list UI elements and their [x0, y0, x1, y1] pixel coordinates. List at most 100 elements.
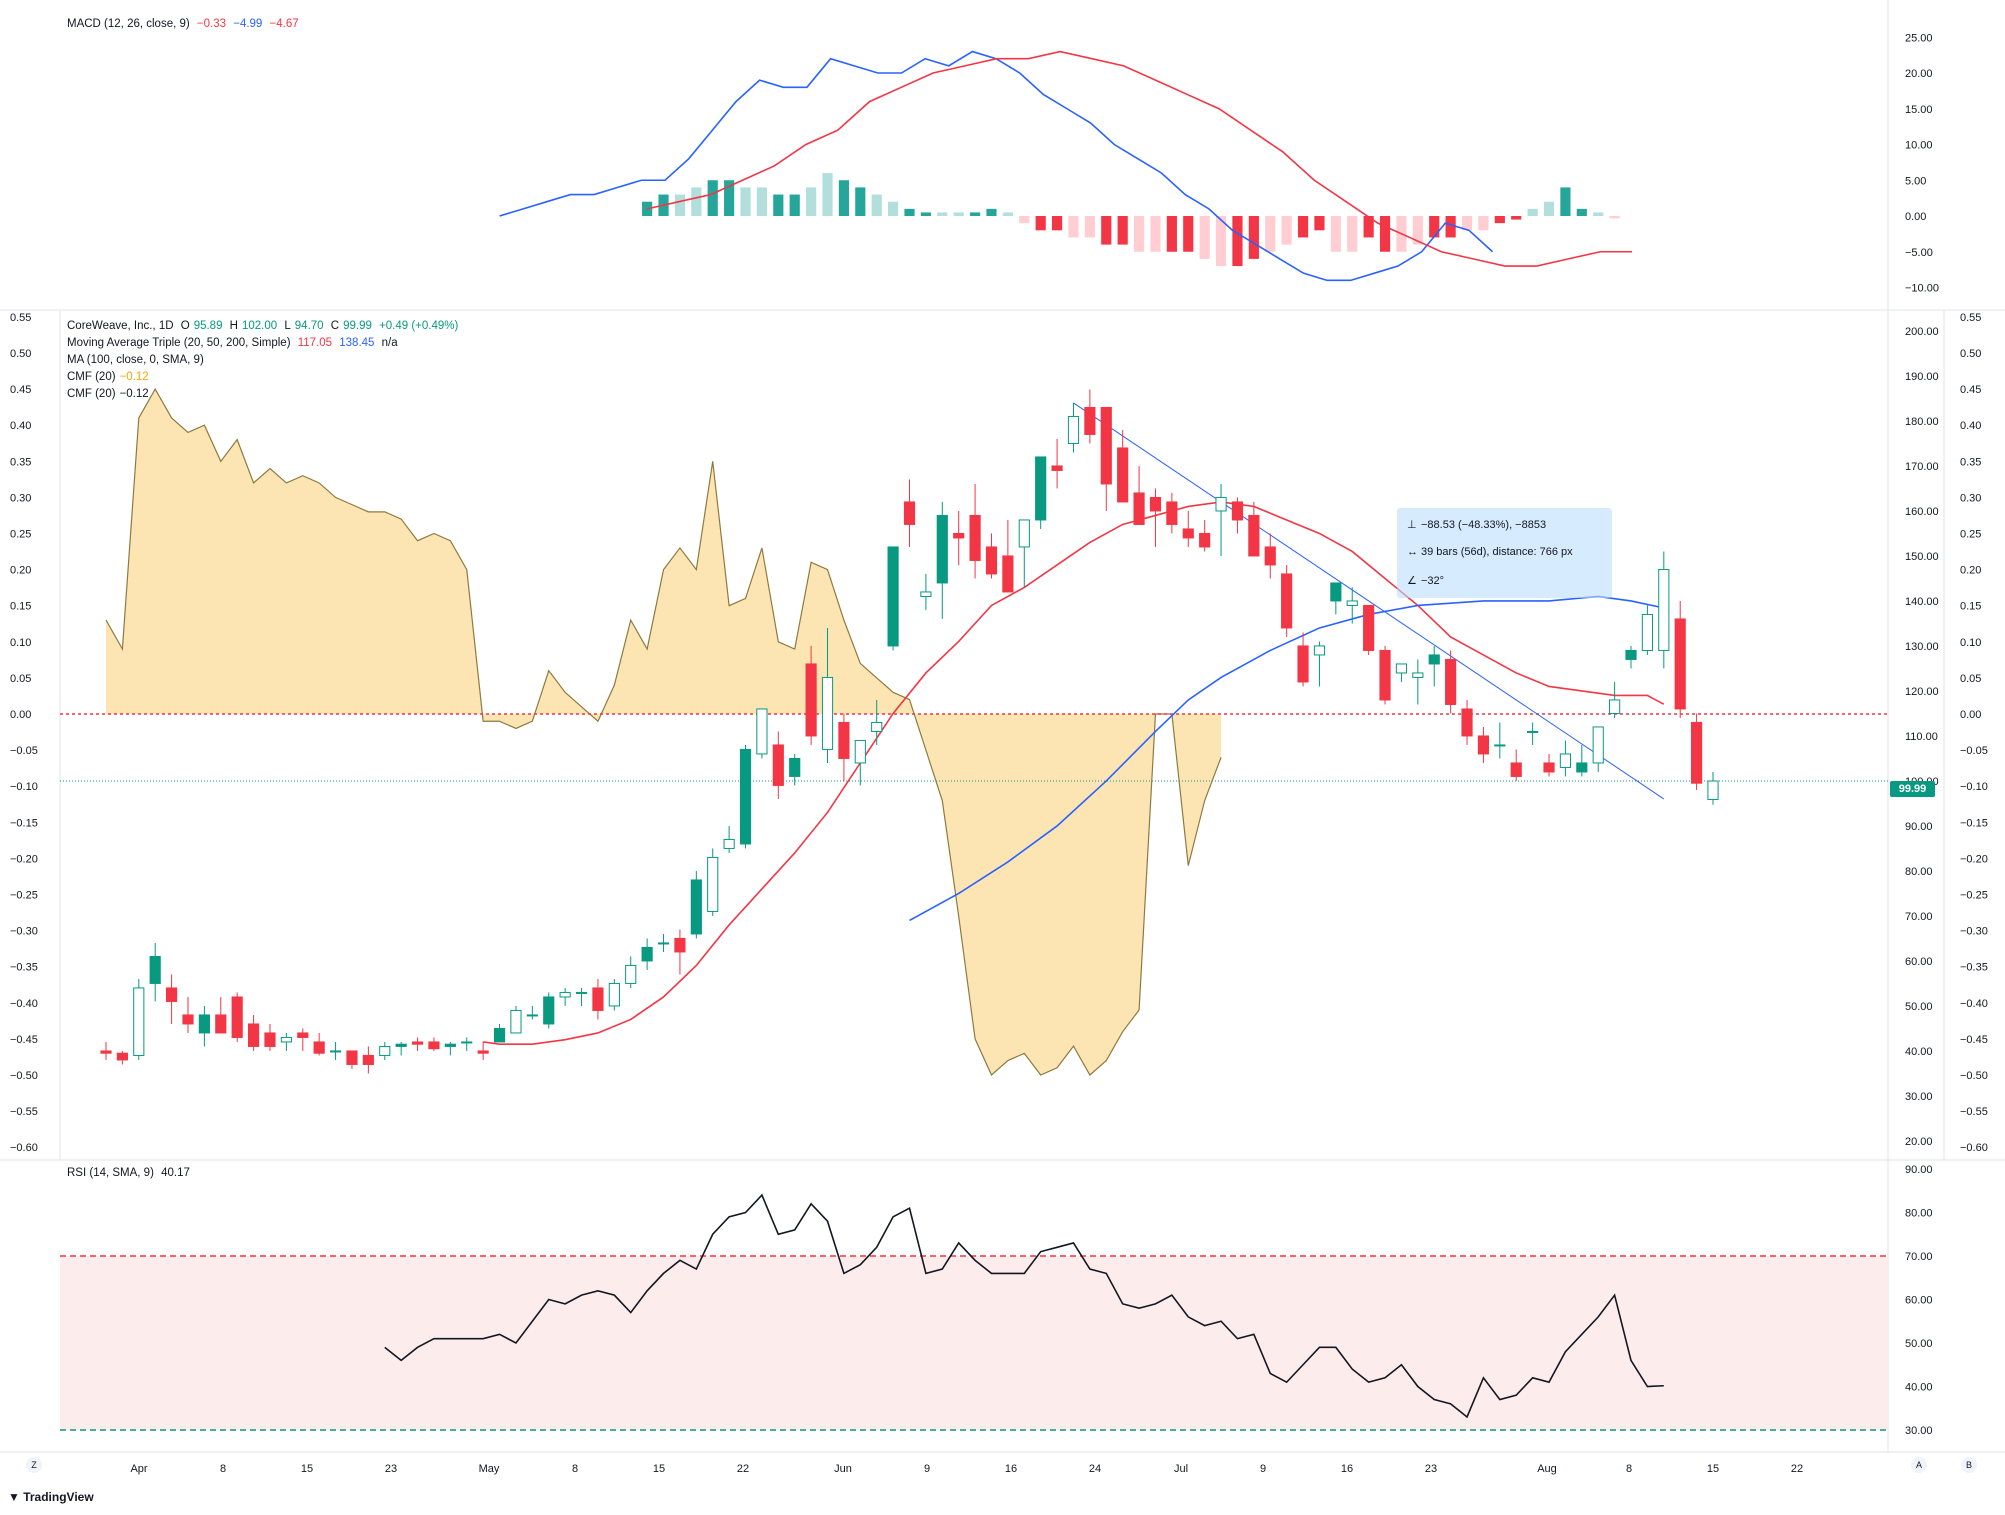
time-axis-label: 8 [1626, 1463, 1632, 1475]
candle-body [1133, 492, 1145, 525]
cmf-tick-label-right: −0.15 [1960, 817, 1988, 829]
candle-body [887, 546, 899, 647]
macd-hist-bar [920, 212, 931, 216]
price-tick-label: 80.00 [1905, 866, 1933, 878]
candle-body [1609, 699, 1621, 714]
cmf-tick-label-left: −0.10 [10, 781, 38, 793]
cmf-tick-label-right: −0.30 [1960, 926, 1988, 938]
macd-hist-bar [1527, 208, 1538, 216]
macd-hist-bar [953, 212, 964, 216]
macd-hist-bar [1494, 216, 1505, 224]
candle-body [838, 721, 850, 759]
cmf-tick-label-right: 0.20 [1960, 565, 1981, 577]
macd-hist-bar [724, 180, 735, 216]
candle-body [1084, 406, 1096, 435]
candle-body [329, 1050, 342, 1053]
macd-hist-bar [986, 208, 997, 216]
cmf-tick-label-right: 0.35 [1960, 456, 1981, 468]
cmf1-label[interactable]: CMF (20) [67, 371, 116, 383]
candle-body [1510, 762, 1522, 777]
macd-hist-bar [1363, 216, 1374, 238]
rsi-tick-label: 80.00 [1905, 1208, 1933, 1220]
cmf-tick-label-right: −0.35 [1960, 962, 1988, 974]
candle-body [1346, 600, 1358, 606]
candle-body [247, 1023, 260, 1047]
cmf-tick-label-left: 0.45 [10, 384, 31, 396]
time-axis-label: 9 [924, 1463, 930, 1475]
macd-hist-bar [740, 187, 751, 216]
macd-hist-bar [1002, 212, 1013, 216]
cmf-tick-label-right: 0.10 [1960, 637, 1981, 649]
candle-body [1264, 546, 1276, 566]
price-tick-label: 160.00 [1905, 506, 1939, 518]
candle-body [461, 1041, 473, 1044]
time-axis-label: 23 [385, 1463, 397, 1475]
candle-body [1149, 496, 1162, 512]
candle-body [182, 1014, 194, 1025]
candle-body [707, 856, 719, 912]
ma20-value: 117.05 [297, 337, 333, 349]
candle-body [1674, 618, 1686, 710]
signal-line [646, 50, 1633, 267]
cmf-tick-label-left: −0.40 [10, 998, 38, 1010]
rsi-label[interactable]: RSI (14, SMA, 9) [67, 1167, 154, 1179]
candle-body [903, 501, 916, 525]
macd-line-value: −4.99 [233, 18, 263, 30]
macd-hist-bar [1051, 216, 1063, 231]
candle-body [1445, 658, 1457, 705]
rsi-tick-label: 90.00 [1905, 1164, 1933, 1176]
candle-body [690, 879, 702, 935]
time-axis-label: 8 [220, 1463, 226, 1475]
time-axis-label: Aug [1537, 1463, 1557, 1475]
macd-legend: MACD (12, 26, close, 9) −0.33 −4.99 −4.6… [67, 16, 303, 33]
cmf-tick-label-right: −0.10 [1960, 781, 1988, 793]
macd-tick-label: 10.00 [1905, 140, 1933, 152]
candle-body [411, 1041, 424, 1045]
symbol-title[interactable]: CoreWeave, Inc., 1D [67, 320, 174, 332]
candle-body [395, 1043, 407, 1047]
time-axis-label: 24 [1089, 1463, 1101, 1475]
candle-body [1281, 573, 1293, 629]
candle-body [1002, 555, 1014, 593]
candle-body [1035, 456, 1047, 521]
candle-body [1117, 447, 1129, 503]
rsi-band [60, 1256, 1888, 1430]
macd-hist-bar [1166, 216, 1177, 252]
candle-body [739, 748, 752, 845]
price-tick-label: 200.00 [1905, 326, 1939, 338]
candle-body [444, 1043, 456, 1047]
macd-hist-bar [1412, 216, 1423, 245]
last-price-tag: 99.99 [1890, 781, 1935, 797]
macd-tick-label: 0.00 [1905, 211, 1926, 223]
cmf-tick-label-left: 0.30 [10, 492, 31, 504]
price-tick-label: 70.00 [1905, 911, 1933, 923]
log-scale-button[interactable]: B [1961, 1457, 1977, 1473]
candle-body [1330, 582, 1342, 602]
measure-tooltip[interactable]: ⊥ −88.53 (−48.33%), −8853 ↔ 39 bars (56d),… [1397, 508, 1612, 598]
ma100-label[interactable]: MA (100, close, 0, SMA, 9) [67, 354, 204, 366]
time-axis-label: 15 [1707, 1463, 1719, 1475]
auto-scale-button[interactable]: A [1911, 1457, 1927, 1473]
macd-hist-bar [1281, 216, 1292, 245]
macd-hist-bar [937, 212, 948, 216]
candle-body [346, 1050, 358, 1065]
candle-body [1231, 501, 1244, 521]
time-axis-label: 15 [653, 1463, 665, 1475]
candle-body [985, 546, 998, 575]
tradingview-logo[interactable]: ▼ TradingView [8, 1490, 94, 1504]
price-tick-label: 190.00 [1905, 371, 1939, 383]
cmf-tick-label-left: −0.25 [10, 890, 38, 902]
macd-hist-bar [1560, 187, 1571, 216]
rsi-tick-label: 30.00 [1905, 1425, 1933, 1437]
zoom-button[interactable]: Z [26, 1457, 42, 1473]
vertical-measure-icon: ⊥ [1407, 519, 1417, 531]
cmf2-label[interactable]: CMF (20) [67, 388, 116, 400]
measure-bars: 39 bars (56d), distance: 766 px [1421, 546, 1573, 558]
measure-price: −88.53 (−48.33%), −8853 [1421, 519, 1547, 531]
candle-body [674, 937, 686, 953]
candle-body [1559, 753, 1572, 768]
time-axis-label: 15 [301, 1463, 313, 1475]
ma-triple-label[interactable]: Moving Average Triple (20, 50, 200, Simp… [67, 337, 291, 349]
candle-body [1494, 744, 1506, 747]
